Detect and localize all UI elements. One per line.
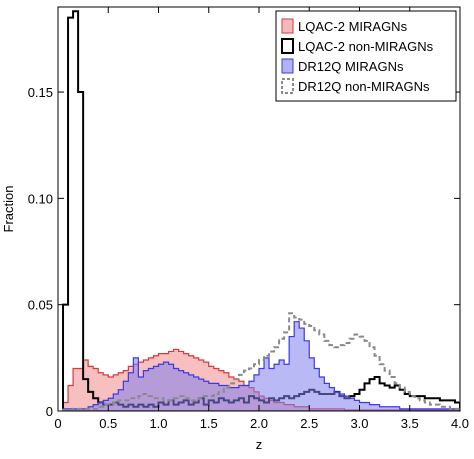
y-tick-label: 0.15 [28, 85, 53, 100]
y-tick-label: 0.10 [28, 191, 53, 206]
y-tick-label: 0.05 [28, 298, 53, 313]
x-tick-label: 1.5 [200, 416, 218, 431]
x-tick-label: 2.0 [250, 416, 268, 431]
legend-swatch-dr12q-miragns [281, 58, 294, 74]
x-tick-label: 3.0 [350, 416, 368, 431]
y-axis-label: Fraction [1, 186, 16, 233]
series-dr12q-non-miragns [62, 312, 460, 411]
legend-swatch-dr12q-non-miragns [281, 78, 294, 94]
axes: 0 0.5 1.0 1.5 2.0 2.5 3.0 3.5 4.0 0 0.05 0.10 0.15 [28, 7, 469, 431]
legend-label-lqac-2-non-miragns: LQAC-2 non-MIRAGNs [298, 39, 434, 54]
y-tick-label: 0 [46, 404, 53, 419]
x-axis-label: z [256, 437, 263, 452]
x-tick-label: 0.5 [99, 416, 117, 431]
x-tick-label: 2.5 [300, 416, 318, 431]
legend-label-dr12q-non-miragns: DR12Q non-MIRAGNs [298, 79, 430, 94]
legend: LQAC-2 MIRAGNs LQAC-2 non-MIRAGNs DR12Q MI… [275, 10, 457, 102]
series-area-dr12q-miragns [62, 321, 460, 411]
legend-swatch-lqac-2-non-miragns [281, 38, 294, 54]
series-line-dr12q-non-miragns [62, 312, 460, 411]
legend-label-lqac-2-miragns: LQAC-2 MIRAGNs [298, 19, 408, 34]
x-tick-label: 4.0 [451, 416, 469, 431]
legend-label-dr12q-miragns: DR12Q MIRAGNs [298, 59, 404, 74]
x-tick-label: 3.5 [401, 416, 419, 431]
x-tick-label: 0 [54, 416, 61, 431]
series-dr12q-miragns [62, 321, 460, 411]
legend-swatch-lqac-2-miragns [281, 18, 294, 34]
legend-box [275, 10, 457, 102]
plot-content [62, 10, 460, 411]
x-tick-label: 1.0 [149, 416, 167, 431]
